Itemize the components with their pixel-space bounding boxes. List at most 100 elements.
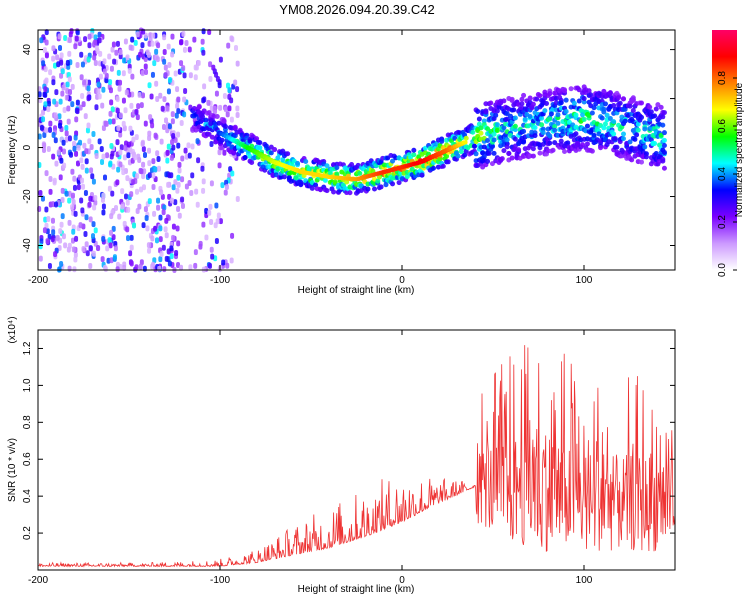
noise-cell <box>213 222 218 229</box>
ridge-cell <box>334 165 340 171</box>
noise-cell <box>101 209 106 216</box>
noise-cell <box>103 174 108 181</box>
ridge-cell <box>627 103 633 109</box>
noise-cell <box>58 228 63 235</box>
ridge-cell <box>473 151 479 157</box>
ridge-cell <box>512 123 518 129</box>
noise-cell <box>128 125 133 132</box>
noise-cell <box>124 89 129 96</box>
ridge-cell <box>257 145 263 151</box>
noise-cell <box>48 126 53 133</box>
noise-cell <box>38 243 43 250</box>
noise-cell <box>196 59 201 66</box>
noise-cell <box>78 222 83 229</box>
noise-cell <box>79 157 84 164</box>
noise-cell <box>190 143 195 150</box>
noise-cell <box>188 72 193 79</box>
noise-cell <box>179 60 184 67</box>
noise-cell <box>96 88 101 95</box>
noise-cell <box>118 49 123 56</box>
ridge-cell <box>196 104 202 110</box>
ridge-cell <box>485 126 491 132</box>
noise-cell <box>113 245 118 252</box>
noise-cell <box>141 146 146 153</box>
noise-cell <box>52 179 57 186</box>
ridge-cell <box>378 184 384 190</box>
noise-cell <box>79 197 84 204</box>
noise-cell <box>165 149 170 156</box>
noise-cell <box>235 86 240 93</box>
noise-cell <box>115 261 120 268</box>
noise-cell <box>184 40 189 47</box>
spectrogram-y-tick-label: 20 <box>22 93 33 105</box>
ridge-cell <box>540 126 546 132</box>
ridge-cell <box>463 135 469 141</box>
noise-cell <box>135 31 140 38</box>
noise-cell <box>209 105 214 112</box>
ridge-cell <box>530 101 536 107</box>
ridge-cell <box>611 119 617 125</box>
noise-cell <box>85 250 90 257</box>
ridge-cell <box>324 163 330 169</box>
noise-cell <box>142 152 147 159</box>
snr-x-ticks: -200 -100 0 100 <box>28 330 593 586</box>
noise-cell <box>125 199 130 206</box>
ridge-cell <box>547 116 553 122</box>
noise-cell <box>223 106 228 113</box>
noise-cell <box>207 262 212 269</box>
ridge-cell <box>232 124 238 130</box>
noise-cell <box>141 222 146 229</box>
ridge-cell <box>550 147 556 153</box>
ridge-cell <box>539 122 545 128</box>
noise-cell <box>137 203 142 210</box>
noise-cell <box>186 142 191 149</box>
noise-cell <box>114 204 119 211</box>
noise-cell <box>153 132 158 139</box>
noise-cell <box>214 90 219 97</box>
ridge-cell <box>588 92 594 98</box>
noise-cell <box>104 120 109 127</box>
ridge-cell <box>365 186 371 192</box>
noise-cell <box>84 241 89 248</box>
ridge-cell <box>219 137 225 143</box>
noise-cell <box>57 33 62 40</box>
noise-cell <box>111 234 116 241</box>
noise-cell <box>123 107 128 114</box>
noise-cell <box>177 167 182 174</box>
colorbar-tick-label: 0.4 <box>717 167 728 181</box>
ridge-cell <box>471 143 477 149</box>
ridge-cell <box>221 118 227 124</box>
noise-cell <box>164 117 169 124</box>
noise-cell <box>74 235 79 242</box>
noise-cell <box>141 173 146 180</box>
noise-cell <box>81 246 86 253</box>
noise-cell <box>109 213 114 220</box>
noise-cell <box>115 40 120 47</box>
noise-cell <box>44 206 49 213</box>
noise-cell <box>156 165 161 172</box>
noise-cell <box>162 266 167 273</box>
ridge-cell <box>661 130 667 136</box>
ridge-cell <box>249 160 255 166</box>
noise-cell <box>38 190 43 197</box>
noise-cell <box>171 144 176 151</box>
noise-cell <box>233 45 238 52</box>
ridge-cell <box>506 151 512 157</box>
noise-cell <box>94 153 99 160</box>
ridge-cell <box>275 155 281 161</box>
noise-cell <box>91 130 96 137</box>
ridge-cell <box>475 108 481 114</box>
noise-cell <box>193 262 198 269</box>
ridge-cell <box>521 139 527 145</box>
snr-x-axis-label: Height of straight line (km) <box>298 584 415 595</box>
noise-cell <box>178 39 183 46</box>
ridge-cell <box>558 138 564 144</box>
noise-cell <box>235 112 240 119</box>
noise-cell <box>51 45 56 52</box>
noise-cell <box>123 145 128 152</box>
noise-cell <box>43 86 48 93</box>
noise-cell <box>85 127 90 134</box>
ridge-cell <box>327 170 333 176</box>
ridge-cell <box>660 122 666 128</box>
noise-cell <box>162 96 167 103</box>
